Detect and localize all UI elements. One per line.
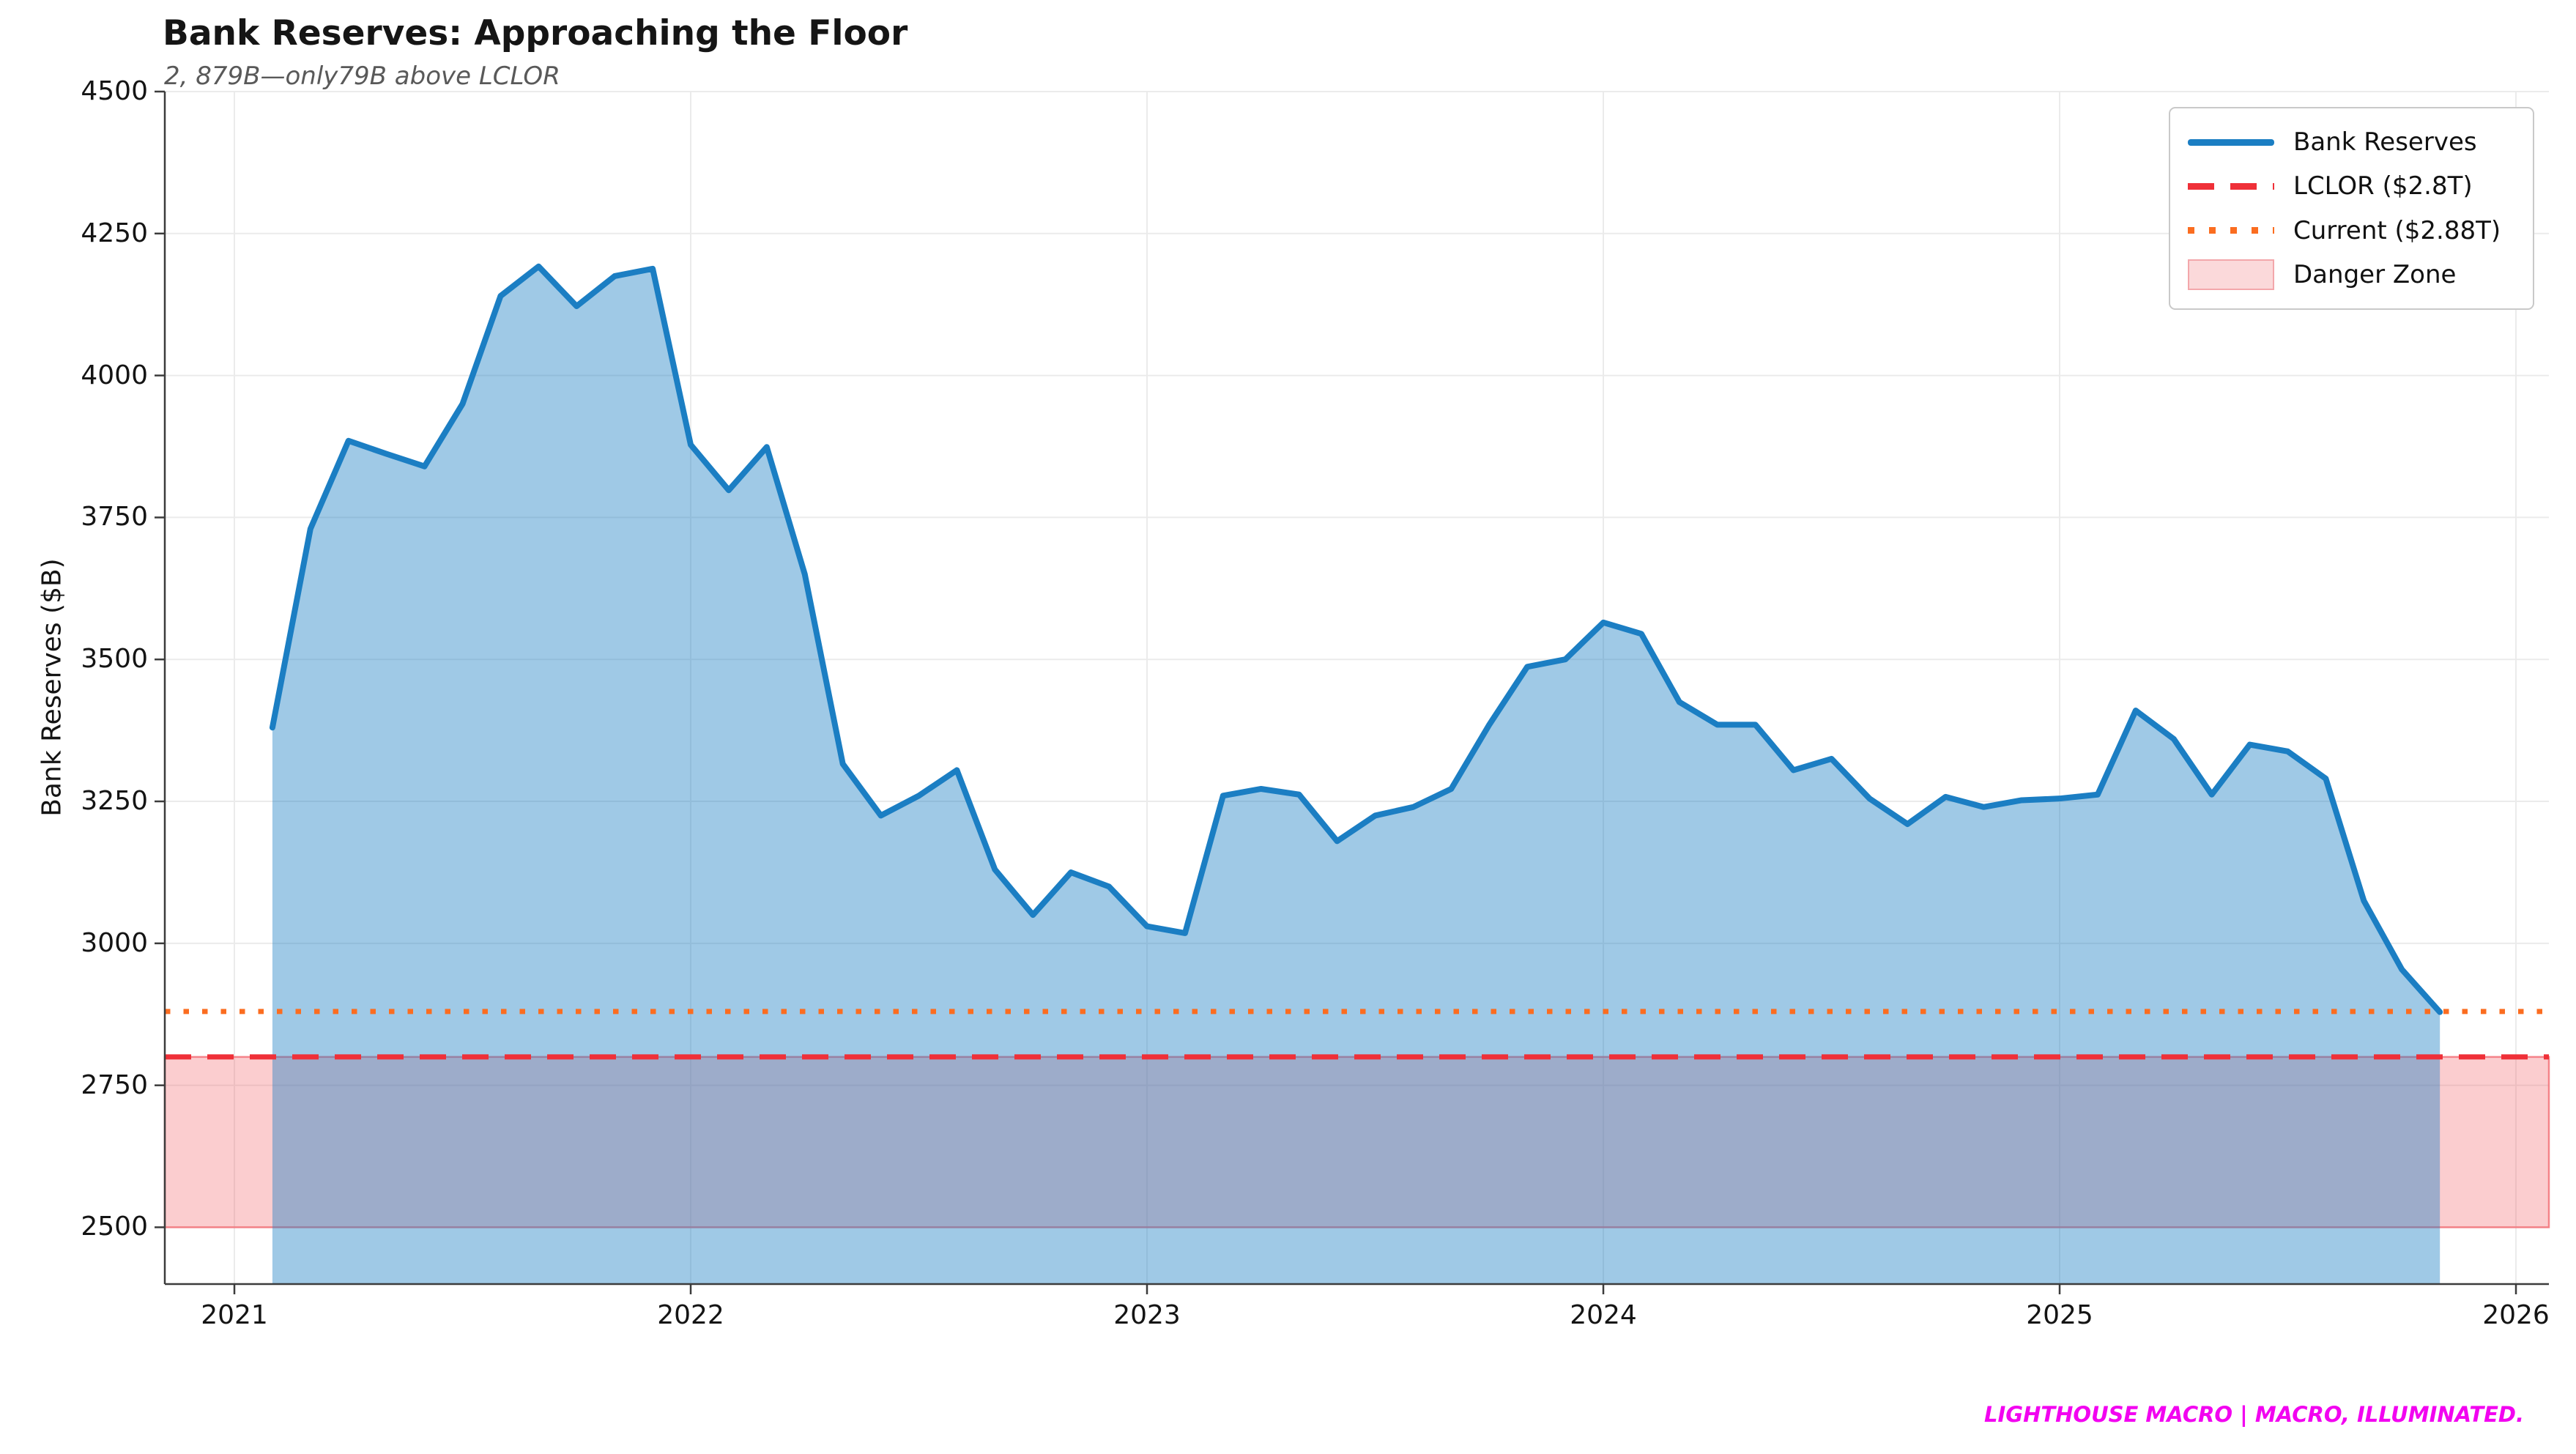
x-tick-label: 2021 <box>201 1300 268 1330</box>
legend-label: Bank Reserves <box>2293 127 2477 157</box>
y-tick-label: 2500 <box>81 1212 148 1242</box>
solid-line-swatch-icon <box>2188 138 2274 146</box>
legend-item-danger-zone: Danger Zone <box>2188 256 2515 294</box>
branding-text: LIGHTHOUSE MACRO | MACRO, ILLUMINATED. <box>1984 1402 2524 1427</box>
danger-zone-band <box>163 1056 2550 1228</box>
x-tick-label: 2026 <box>2482 1300 2550 1330</box>
y-tick-label: 3250 <box>81 786 148 817</box>
danger-zone-swatch-icon <box>2188 259 2274 290</box>
chart-title: Bank Reserves: Approaching the Floor <box>163 13 908 53</box>
legend-item-current: Current ($2.88T) <box>2188 212 2515 250</box>
x-tick-label: 2024 <box>1570 1300 1637 1330</box>
y-tick-label: 4250 <box>81 218 148 248</box>
bank-reserves-area <box>272 266 2440 1285</box>
y-tick-label: 3000 <box>81 927 148 958</box>
legend-label: LCLOR ($2.8T) <box>2293 171 2473 201</box>
y-tick-label: 4000 <box>81 360 148 390</box>
x-tick-label: 2025 <box>2026 1300 2093 1330</box>
legend-item-lclor: LCLOR ($2.8T) <box>2188 167 2515 205</box>
y-tick-label: 3500 <box>81 644 148 675</box>
legend-item-bank-reserves: Bank Reserves <box>2188 123 2515 161</box>
chart-subtitle: 2, 879B—only79B above LCLOR <box>164 62 560 91</box>
dashed-line-swatch-icon <box>2188 182 2274 190</box>
x-tick-label: 2023 <box>1113 1300 1181 1330</box>
y-tick-label: 2750 <box>81 1069 148 1100</box>
legend-box: Bank Reserves LCLOR ($2.8T) Current ($2.… <box>2169 107 2534 310</box>
legend-label: Current ($2.88T) <box>2293 215 2501 245</box>
x-tick-label: 2022 <box>657 1300 724 1330</box>
y-tick-label: 4500 <box>81 76 148 106</box>
y-tick-label: 3750 <box>81 502 148 533</box>
dotted-line-swatch-icon <box>2188 227 2274 234</box>
bank-reserves-line <box>269 263 2443 1015</box>
legend-label: Danger Zone <box>2293 259 2457 289</box>
